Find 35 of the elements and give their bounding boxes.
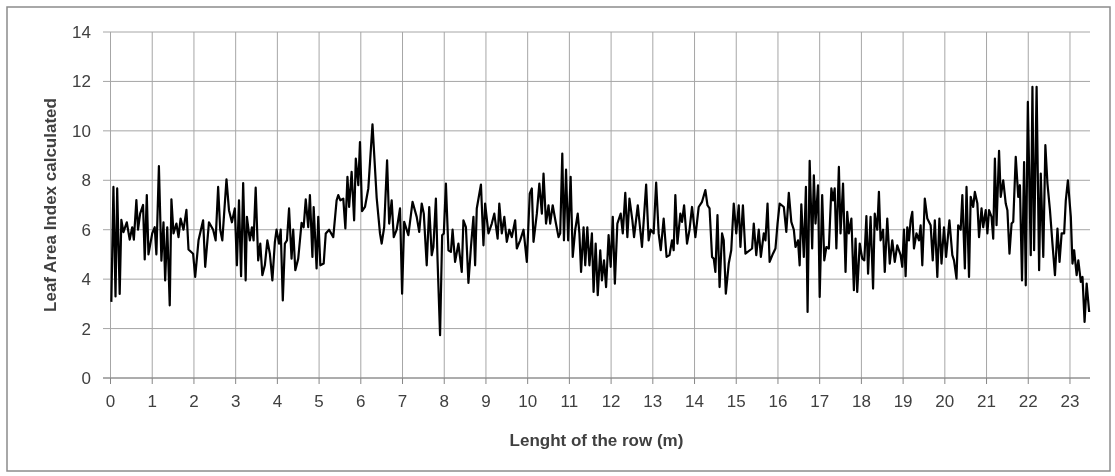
y-tick-label: 8 (81, 171, 91, 191)
y-tick-label: 2 (81, 319, 91, 339)
x-tick-label: 23 (1060, 392, 1080, 411)
x-tick-label: 18 (851, 392, 871, 411)
x-tick-label: 7 (397, 392, 408, 411)
x-axis-title: Lenght of the row (m) (509, 431, 684, 450)
x-tick-label: 21 (977, 392, 997, 411)
x-tick-label: 2 (189, 392, 199, 411)
x-tick-label: 19 (893, 392, 913, 411)
x-tick-label: 16 (768, 392, 788, 411)
y-tick-label: 14 (72, 23, 91, 42)
x-tick-label: 5 (314, 392, 324, 411)
x-tick-label: 4 (272, 392, 283, 411)
y-tick-label: 4 (81, 270, 91, 290)
x-tick-label: 11 (560, 392, 579, 411)
x-tick-label: 15 (726, 392, 746, 411)
line-series (110, 85, 1091, 337)
x-tick-label: 13 (643, 392, 663, 411)
y-tick-label: 10 (72, 121, 91, 141)
x-tick-label: 3 (230, 392, 241, 411)
y-tick-label: 12 (72, 72, 91, 92)
x-tick-label: 10 (518, 392, 538, 411)
x-tick-label: 14 (685, 392, 704, 411)
x-tick-label: 1 (147, 392, 157, 411)
x-tick-label: 6 (356, 392, 366, 411)
x-tick-label: 17 (810, 392, 830, 411)
x-tick-label: 20 (935, 392, 955, 411)
x-tick-label: 22 (1018, 392, 1038, 411)
x-tick-label: 8 (439, 392, 449, 411)
y-axis-title: Leaf Area Index calculated (41, 98, 60, 312)
x-tick-label: 9 (481, 392, 491, 411)
x-tick-label: 0 (105, 392, 116, 411)
x-tick-label: 12 (601, 392, 621, 411)
y-tick-label: 0 (81, 369, 91, 388)
y-tick-label: 6 (81, 220, 91, 240)
